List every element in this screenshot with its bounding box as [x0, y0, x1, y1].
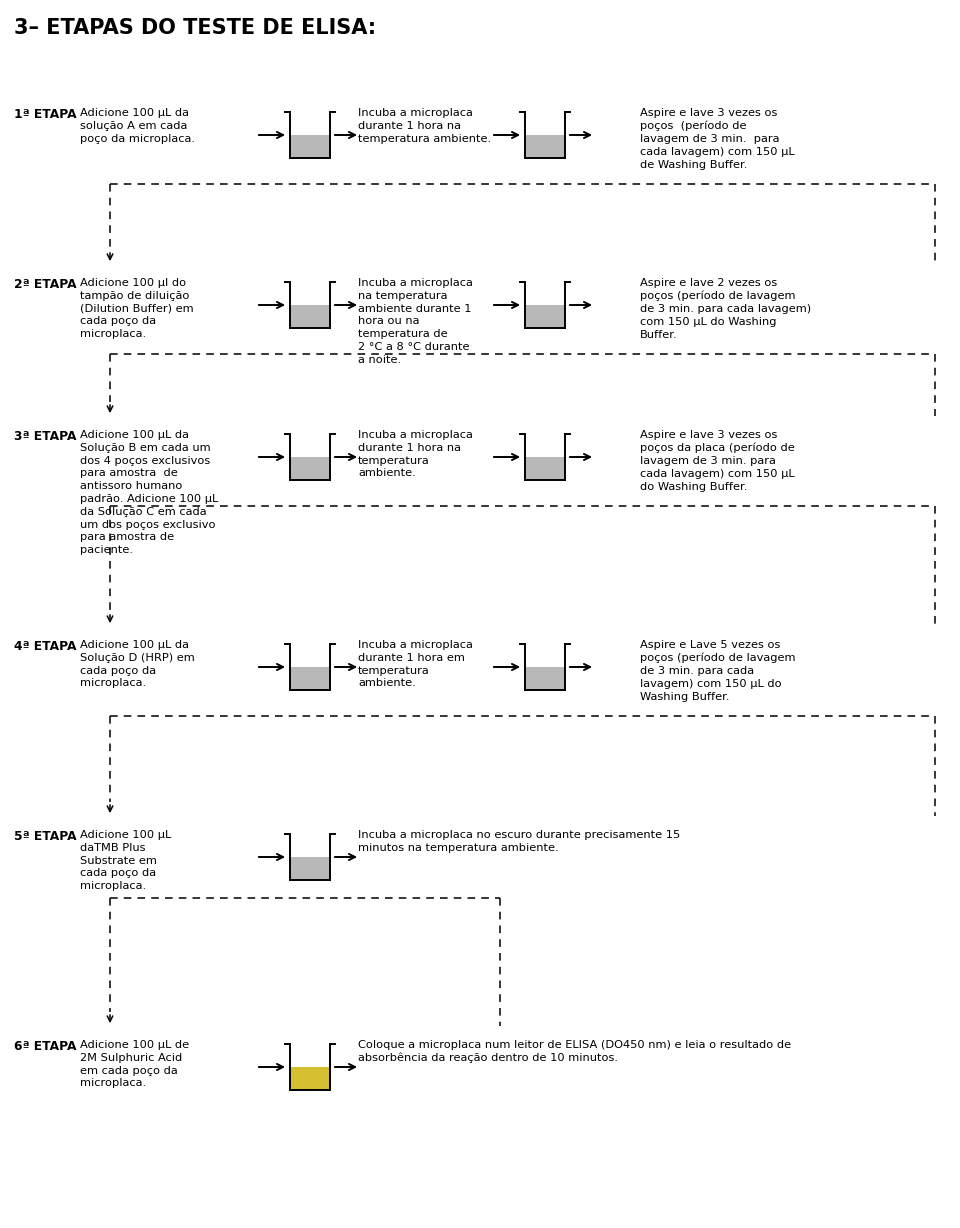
- Text: Incuba a microplaca
durante 1 hora em
temperatura
ambiente.: Incuba a microplaca durante 1 hora em te…: [358, 640, 473, 689]
- Text: Aspire e lave 3 vezes os
poços  (período de
lavagem de 3 min.  para
cada lavagem: Aspire e lave 3 vezes os poços (período …: [640, 108, 795, 169]
- Text: Adicione 100 µL
daTMB Plus
Substrate em
cada poço da
microplaca.: Adicione 100 µL daTMB Plus Substrate em …: [80, 830, 171, 892]
- Text: Aspire e lave 3 vezes os
poços da placa (período de
lavagem de 3 min. para
cada : Aspire e lave 3 vezes os poços da placa …: [640, 430, 795, 492]
- Text: Adicione 100 µL da
Solução B em cada um
dos 4 poços exclusivos
para amostra  de
: Adicione 100 µL da Solução B em cada um …: [80, 430, 218, 555]
- Text: Adicione 100 µL da
solução A em cada
poço da microplaca.: Adicione 100 µL da solução A em cada poç…: [80, 108, 195, 144]
- Text: Incuba a microplaca
durante 1 hora na
temperatura ambiente.: Incuba a microplaca durante 1 hora na te…: [358, 108, 492, 144]
- Text: 2ª ETAPA: 2ª ETAPA: [14, 278, 77, 291]
- Bar: [525, 667, 565, 690]
- Bar: [290, 135, 330, 158]
- Text: 6ª ETAPA: 6ª ETAPA: [14, 1040, 77, 1052]
- Text: Incuba a microplaca
na temperatura
ambiente durante 1
hora ou na
temperatura de
: Incuba a microplaca na temperatura ambie…: [358, 278, 473, 365]
- Text: Adicione 100 µL da
Solução D (HRP) em
cada poço da
microplaca.: Adicione 100 µL da Solução D (HRP) em ca…: [80, 640, 195, 689]
- Text: 4ª ETAPA: 4ª ETAPA: [14, 640, 77, 653]
- Bar: [290, 305, 330, 328]
- Text: 3ª ETAPA: 3ª ETAPA: [14, 430, 77, 443]
- Bar: [525, 457, 565, 480]
- Bar: [290, 857, 330, 880]
- Text: 1ª ETAPA: 1ª ETAPA: [14, 108, 77, 122]
- Bar: [290, 667, 330, 690]
- Text: 5ª ETAPA: 5ª ETAPA: [14, 830, 77, 842]
- Bar: [290, 1067, 330, 1090]
- Text: Coloque a microplaca num leitor de ELISA (DO450 nm) e leia o resultado de
absorb: Coloque a microplaca num leitor de ELISA…: [358, 1040, 791, 1063]
- Text: Adicione 100 µL de
2M Sulphuric Acid
em cada poço da
microplaca.: Adicione 100 µL de 2M Sulphuric Acid em …: [80, 1040, 189, 1088]
- Bar: [525, 305, 565, 328]
- Text: Aspire e Lave 5 vezes os
poços (período de lavagem
de 3 min. para cada
lavagem) : Aspire e Lave 5 vezes os poços (período …: [640, 640, 796, 702]
- Text: 3– ETAPAS DO TESTE DE ELISA:: 3– ETAPAS DO TESTE DE ELISA:: [14, 18, 376, 38]
- Bar: [290, 457, 330, 480]
- Text: Incuba a microplaca no escuro durante precisamente 15
minutos na temperatura amb: Incuba a microplaca no escuro durante pr…: [358, 830, 681, 852]
- Text: Aspire e lave 2 vezes os
poços (período de lavagem
de 3 min. para cada lavagem)
: Aspire e lave 2 vezes os poços (período …: [640, 278, 811, 340]
- Text: Adicione 100 µl do
tampão de diluição
(Dilution Buffer) em
cada poço da
micropla: Adicione 100 µl do tampão de diluição (D…: [80, 278, 194, 339]
- Bar: [525, 135, 565, 158]
- Text: Incuba a microplaca
durante 1 hora na
temperatura
ambiente.: Incuba a microplaca durante 1 hora na te…: [358, 430, 473, 479]
